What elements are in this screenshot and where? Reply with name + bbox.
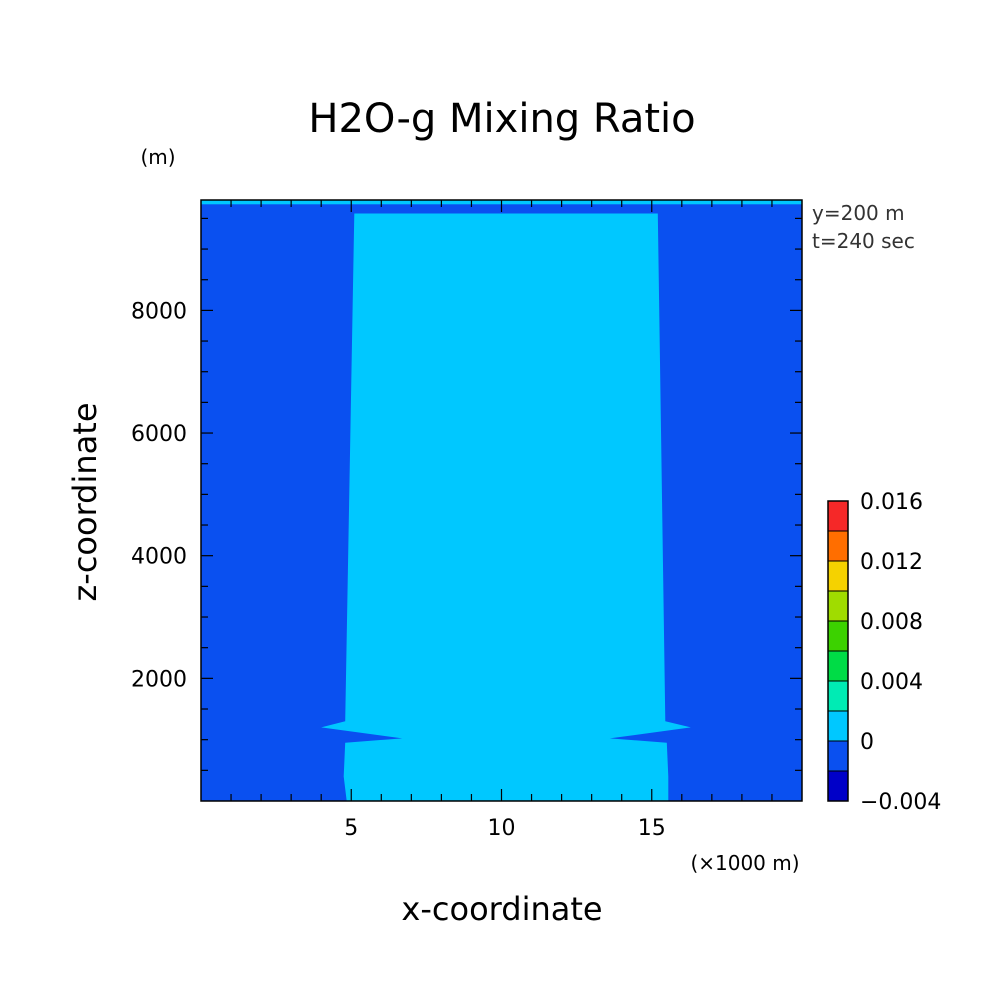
y-tick-label: 2000 — [131, 667, 187, 692]
y-axis-unit: (m) — [140, 145, 175, 169]
plot-area — [200, 199, 803, 802]
colorbar-tick-label: 0.004 — [860, 670, 923, 695]
colorbar-tick-label: 0.008 — [860, 610, 923, 635]
x-tick-label: 15 — [638, 816, 666, 841]
colorbar-swatch — [827, 500, 849, 532]
y-tick-label: 6000 — [131, 422, 187, 447]
colorbar-tick-label: 0.016 — [860, 490, 923, 515]
colorbar-swatch — [827, 710, 849, 742]
x-tick-label: 10 — [488, 816, 516, 841]
x-axis-unit: (×1000 m) — [690, 851, 799, 875]
x-axis-ticks: 5 10 15 — [230, 200, 773, 841]
colorbar-swatch — [827, 770, 849, 802]
colorbar-swatch — [827, 620, 849, 652]
plume-contour-band — [321, 213, 691, 801]
x-axis-title: x-coordinate — [401, 890, 602, 928]
colorbar-frame — [827, 500, 849, 802]
x-tick-label: 5 — [344, 816, 358, 841]
y-tick-label: 8000 — [131, 299, 187, 324]
colorbar-tick-label: 0 — [860, 730, 874, 755]
time-label: t=240 sec — [812, 229, 915, 253]
colorbar-swatch — [827, 590, 849, 622]
slice-position-label: y=200 m — [812, 201, 905, 225]
colorbar-tick-label: −0.004 — [860, 790, 941, 815]
colorbar-swatch — [827, 740, 849, 772]
y-axis-title: z-coordinate — [66, 402, 104, 601]
colorbar-tick-label: 0.012 — [860, 550, 923, 575]
colorbar-swatch — [827, 530, 849, 562]
colorbar-swatch — [827, 680, 849, 712]
chart-title: H2O-g Mixing Ratio — [308, 96, 695, 142]
colorbar: −0.004 0 0.004 0.008 0.012 0.016 — [827, 490, 941, 815]
y-axis-ticks: 2000 4000 6000 8000 — [131, 217, 802, 771]
y-tick-label: 4000 — [131, 545, 187, 570]
colorbar-swatch — [827, 560, 849, 592]
colorbar-swatch — [827, 650, 849, 682]
